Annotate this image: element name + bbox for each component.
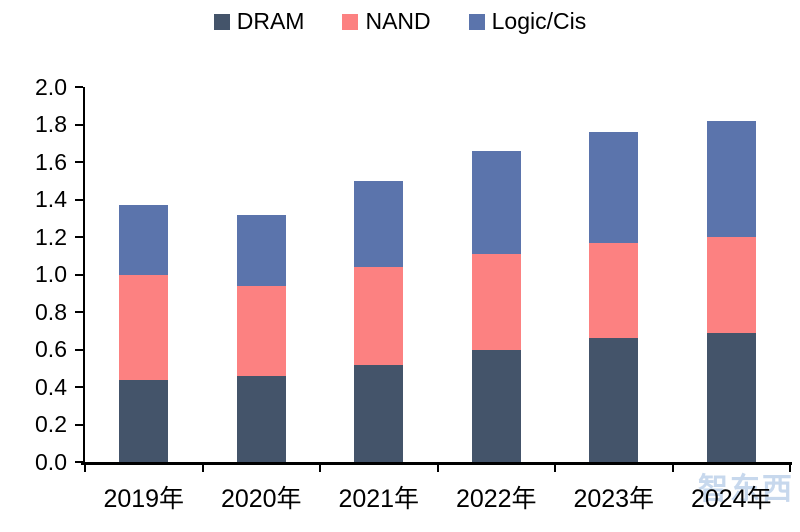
legend-item-dram: DRAM bbox=[213, 8, 305, 35]
stacked-bar-2022年 bbox=[471, 150, 521, 462]
y-axis-tick bbox=[75, 386, 83, 388]
y-axis-tick-label: 2.0 bbox=[35, 73, 67, 100]
x-axis-tick bbox=[319, 465, 321, 472]
bar-segment-nand bbox=[354, 267, 404, 365]
y-axis-tick-label: 0.6 bbox=[35, 336, 67, 362]
x-axis-category-label: 2023年 bbox=[573, 485, 655, 513]
bar-segment-nand bbox=[119, 274, 169, 380]
stacked-bar-2024年 bbox=[706, 120, 756, 462]
bar-segment-logic-cis bbox=[589, 132, 639, 243]
y-axis-tick bbox=[75, 198, 83, 201]
y-axis-tick bbox=[75, 311, 83, 313]
bar-segment-logic-cis bbox=[354, 180, 404, 267]
stacked-bar-2023年 bbox=[589, 132, 639, 462]
y-axis-tick bbox=[75, 273, 83, 276]
bar-segment-nand bbox=[471, 253, 521, 350]
x-axis-line bbox=[81, 462, 792, 465]
y-axis-tick-label: 0.2 bbox=[35, 411, 67, 437]
y-axis-tick-label: 1.6 bbox=[35, 148, 67, 175]
bar-segment-nand bbox=[589, 242, 639, 339]
y-axis-tick-label: 1.4 bbox=[35, 186, 67, 212]
x-axis-tick bbox=[201, 465, 204, 472]
bar-segment-dram bbox=[119, 379, 169, 462]
stacked-bar-2020年 bbox=[236, 214, 286, 462]
x-axis-tick bbox=[436, 465, 439, 472]
bar-segment-logic-cis bbox=[119, 205, 169, 275]
y-axis-tick-label: 1.2 bbox=[35, 223, 67, 250]
legend-swatch-icon bbox=[468, 13, 485, 30]
x-axis-tick bbox=[789, 465, 791, 472]
x-axis-tick bbox=[84, 465, 86, 472]
y-axis-tick-label: 0.8 bbox=[35, 298, 67, 325]
stacked-bar-2019年 bbox=[119, 205, 169, 462]
y-axis-tick-label: 0.0 bbox=[35, 448, 67, 475]
y-axis-tick bbox=[75, 348, 83, 351]
x-axis-tick bbox=[671, 465, 674, 472]
y-axis-tick-label: 1.8 bbox=[35, 111, 67, 137]
bar-segment-dram bbox=[471, 349, 521, 462]
stacked-bar-2021年 bbox=[354, 180, 404, 462]
y-axis-tick bbox=[75, 236, 83, 238]
plot-area: 0.0 0.2 0.4 0.6 0.8 1.0 1.2 1.4 1.6 1.8 2.0 2019年 20… bbox=[35, 75, 792, 513]
bar-segment-nand bbox=[706, 237, 756, 333]
bar-segment-dram bbox=[589, 338, 639, 462]
y-axis-tick bbox=[75, 86, 83, 88]
x-axis-category-label: 2022年 bbox=[455, 485, 537, 513]
legend-label: DRAM bbox=[236, 8, 305, 34]
legend-swatch-icon bbox=[213, 13, 230, 30]
legend: DRAM NAND Logic/Cis bbox=[0, 8, 800, 35]
x-axis-category-label: 2021年 bbox=[338, 485, 420, 513]
legend-item-nand: NAND bbox=[342, 8, 431, 35]
legend-swatch-icon bbox=[342, 13, 359, 30]
bar-segment-logic-cis bbox=[706, 120, 756, 237]
y-axis-tick-label: 0.4 bbox=[35, 373, 67, 400]
legend-label: NAND bbox=[365, 8, 431, 34]
x-axis-category-label: 2020年 bbox=[220, 485, 302, 513]
y-axis-tick bbox=[75, 123, 83, 126]
legend-label: Logic/Cis bbox=[491, 8, 587, 34]
bar-segment-nand bbox=[236, 285, 286, 376]
x-axis-tick bbox=[554, 465, 556, 472]
y-axis-tick bbox=[75, 461, 83, 463]
watermark: 智东西 bbox=[698, 473, 794, 506]
legend-item-logic-cis: Logic/Cis bbox=[468, 8, 587, 35]
y-axis-tick bbox=[75, 161, 83, 163]
bar-segment-logic-cis bbox=[236, 214, 286, 286]
x-axis-category-label: 2024年 bbox=[690, 485, 772, 513]
bar-segment-logic-cis bbox=[471, 150, 521, 254]
bar-segment-dram bbox=[236, 375, 286, 462]
y-axis-tick-label: 1.0 bbox=[35, 261, 67, 287]
x-axis-category-label: 2019年 bbox=[103, 485, 185, 513]
bar-segment-dram bbox=[706, 332, 756, 462]
y-axis-line bbox=[83, 87, 85, 465]
bar-segment-dram bbox=[354, 364, 404, 462]
y-axis-tick bbox=[75, 423, 83, 426]
